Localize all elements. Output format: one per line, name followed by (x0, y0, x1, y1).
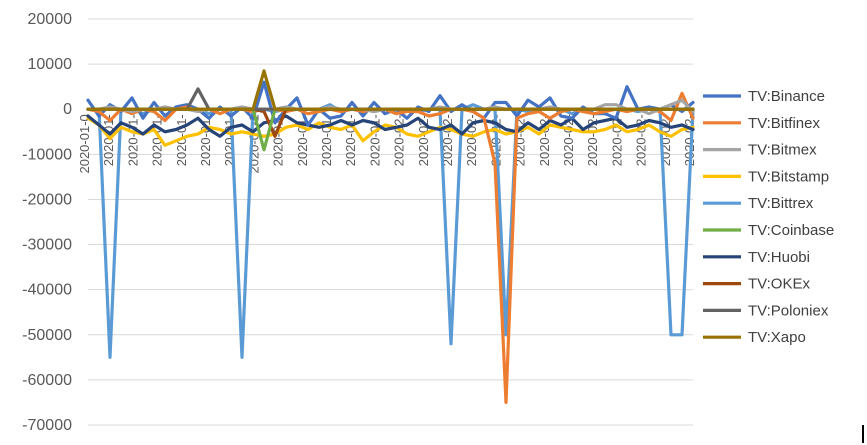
y-tick-label: -20000 (22, 191, 72, 208)
series-line-tv-bitstamp (86, 116, 695, 147)
legend-label: TV:Bitstamp (748, 168, 829, 185)
y-tick-label: -60000 (22, 372, 72, 389)
legend-label: TV:OKEx (748, 276, 810, 293)
y-tick-label: 0 (63, 101, 72, 118)
x-tick-label: 2020-01-0 (77, 114, 92, 173)
legend-label: TV:Coinbase (748, 222, 834, 239)
y-tick-label: -40000 (22, 282, 72, 299)
x-tick-label: 2020-02- (392, 114, 407, 166)
y-tick-label: 10000 (28, 56, 73, 73)
x-tick-label: 2020-01- (271, 114, 286, 166)
x-tick-label: 2020-01- (101, 114, 116, 166)
y-axis: 20000 10000 0 -10000 -20000 -30000 -40000 -5000… (22, 11, 72, 434)
series-line-tv-xapo (86, 69, 695, 111)
legend-label: TV:Bitfinex (748, 115, 820, 132)
y-tick-label: -10000 (22, 146, 72, 163)
legend: TV:Binance TV:Bitfinex TV:Bitmex TV:Bitstam… (703, 88, 834, 346)
y-tick-label: -50000 (22, 327, 72, 344)
legend-label: TV:Poloniex (748, 302, 829, 319)
frame-edge (862, 425, 864, 443)
legend-label: TV:Xapo (748, 329, 806, 346)
legend-label: TV:Huobi (748, 249, 810, 266)
legend-label: TV:Binance (748, 88, 825, 105)
x-tick-label: 2020-01- (222, 114, 237, 166)
y-tick-label: -70000 (22, 417, 72, 434)
y-tick-label: 20000 (28, 11, 73, 28)
x-tick-label: 2020-01- (125, 114, 140, 166)
plot-area (86, 69, 695, 404)
y-tick-label: -30000 (22, 237, 72, 254)
legend-label: TV:Bitmex (748, 142, 817, 159)
series-line-tv-huobi (86, 114, 695, 138)
legend-label: TV:Bittrex (748, 195, 814, 212)
gridlines (88, 18, 693, 426)
